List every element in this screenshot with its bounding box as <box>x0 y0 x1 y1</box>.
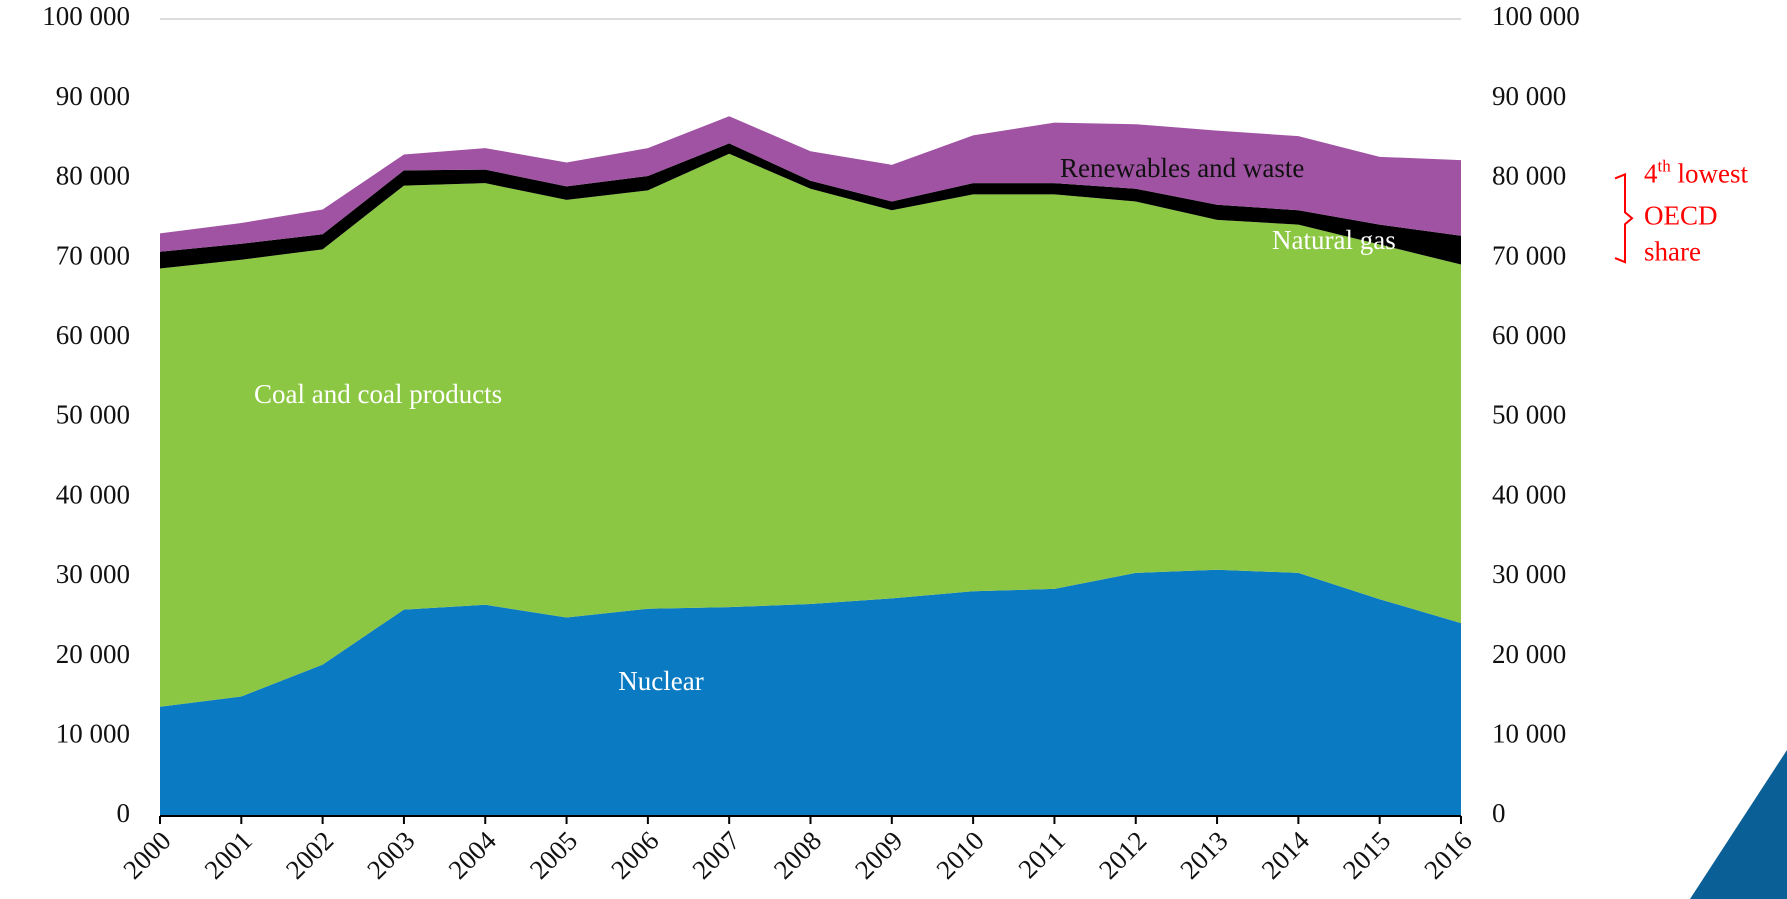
x-tick-label: 2012 <box>1093 825 1152 884</box>
annotation-bracket <box>1614 172 1634 264</box>
x-tick-label: 2001 <box>199 825 258 884</box>
y-tick-label: 100 000 <box>42 1 130 31</box>
x-tick-label: 2009 <box>849 825 908 884</box>
y2-tick-label: 30 000 <box>1492 559 1566 589</box>
x-tick-label: 2004 <box>442 825 502 885</box>
y-tick-label: 80 000 <box>56 161 130 191</box>
x-tick-label: 2015 <box>1337 825 1396 884</box>
y-tick-label: 10 000 <box>56 719 130 749</box>
y2-tick-label: 100 000 <box>1492 1 1580 31</box>
y-tick-label: 40 000 <box>56 479 130 509</box>
annotation-line1: lowest <box>1671 158 1749 188</box>
y-tick-label: 30 000 <box>56 559 130 589</box>
x-tick-label: 2003 <box>361 825 420 884</box>
area <box>160 116 1461 252</box>
y-tick-label: 70 000 <box>56 240 130 270</box>
area <box>160 569 1461 816</box>
y2-tick-label: 60 000 <box>1492 320 1566 350</box>
x-tick-label: 2014 <box>1256 825 1316 885</box>
area <box>160 153 1461 707</box>
y-tick-label: 50 000 <box>56 400 130 430</box>
y2-tick-label: 70 000 <box>1492 240 1566 270</box>
x-tick-label: 2016 <box>1418 825 1477 884</box>
series-label: Renewables and waste <box>1060 153 1304 183</box>
x-tick-label: 2013 <box>1174 825 1233 884</box>
annotation-text: share <box>1644 236 1701 266</box>
x-tick-label: 2000 <box>117 825 176 884</box>
annotation-number: 4 <box>1644 158 1658 188</box>
y2-tick-label: 10 000 <box>1492 719 1566 749</box>
x-tick-label: 2011 <box>1012 825 1071 884</box>
y-tick-label: 90 000 <box>56 81 130 111</box>
x-tick-label: 2005 <box>524 825 583 884</box>
y2-tick-label: 20 000 <box>1492 639 1566 669</box>
y2-tick-label: 80 000 <box>1492 161 1566 191</box>
x-tick-label: 2007 <box>686 825 745 884</box>
y2-tick-label: 50 000 <box>1492 400 1566 430</box>
series-label: Natural gas <box>1272 225 1396 255</box>
x-tick-label: 2002 <box>280 825 339 884</box>
series-label: Nuclear <box>618 666 703 696</box>
annotation-text: OECD <box>1644 200 1718 230</box>
x-tick-label: 2008 <box>768 825 827 884</box>
y-tick-label: 20 000 <box>56 639 130 669</box>
series-label: Coal and coal products <box>254 379 502 409</box>
y2-tick-label: 0 <box>1492 798 1506 828</box>
x-tick-label: 2006 <box>605 825 664 884</box>
y2-tick-label: 40 000 <box>1492 479 1566 509</box>
x-tick-label: 2010 <box>930 825 989 884</box>
area <box>160 143 1461 269</box>
annotation-superscript: th <box>1658 156 1672 175</box>
corner-decoration <box>1690 750 1787 899</box>
y-tick-label: 60 000 <box>56 320 130 350</box>
y2-tick-label: 90 000 <box>1492 81 1566 111</box>
y-tick-label: 0 <box>117 798 131 828</box>
annotation-text: 4th lowest <box>1644 156 1748 188</box>
